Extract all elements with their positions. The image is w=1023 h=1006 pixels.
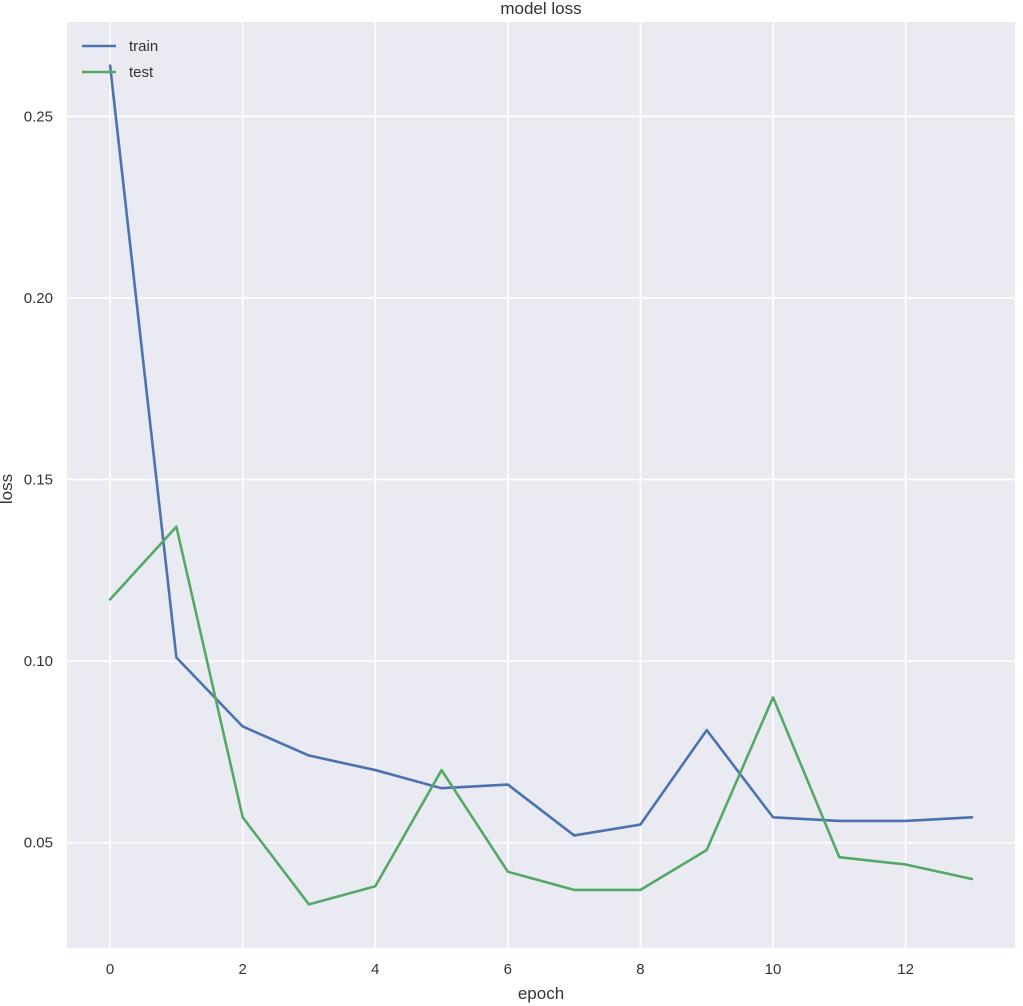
chart-title: model loss — [500, 0, 581, 18]
x-tick-label: 2 — [239, 961, 247, 978]
y-tick-labels: 0.05 0.10 0.15 0.20 0.25 — [24, 108, 53, 851]
x-axis-label: epoch — [518, 984, 564, 1003]
series-line-train — [108, 64, 974, 837]
x-tick-label: 6 — [504, 961, 512, 978]
grid — [67, 22, 1015, 948]
x-tick-label: 8 — [636, 961, 644, 978]
legend: train test — [82, 38, 158, 81]
x-tick-label: 10 — [765, 961, 782, 978]
y-tick-label: 0.05 — [24, 835, 53, 852]
plot-area — [67, 22, 1015, 948]
x-tick-label: 0 — [106, 961, 114, 978]
x-tick-label: 12 — [897, 961, 914, 978]
y-tick-label: 0.15 — [24, 472, 53, 489]
y-tick-label: 0.10 — [24, 653, 53, 670]
legend-label-test: test — [129, 64, 154, 81]
series-lines — [108, 64, 974, 906]
series-line-test — [108, 525, 974, 906]
legend-label-train: train — [129, 38, 158, 55]
x-tick-labels: 0 2 4 6 8 10 12 — [106, 961, 914, 978]
y-tick-label: 0.25 — [24, 108, 53, 125]
y-axis-label: loss — [0, 474, 16, 504]
y-tick-label: 0.20 — [24, 290, 53, 307]
x-tick-label: 4 — [371, 961, 379, 978]
